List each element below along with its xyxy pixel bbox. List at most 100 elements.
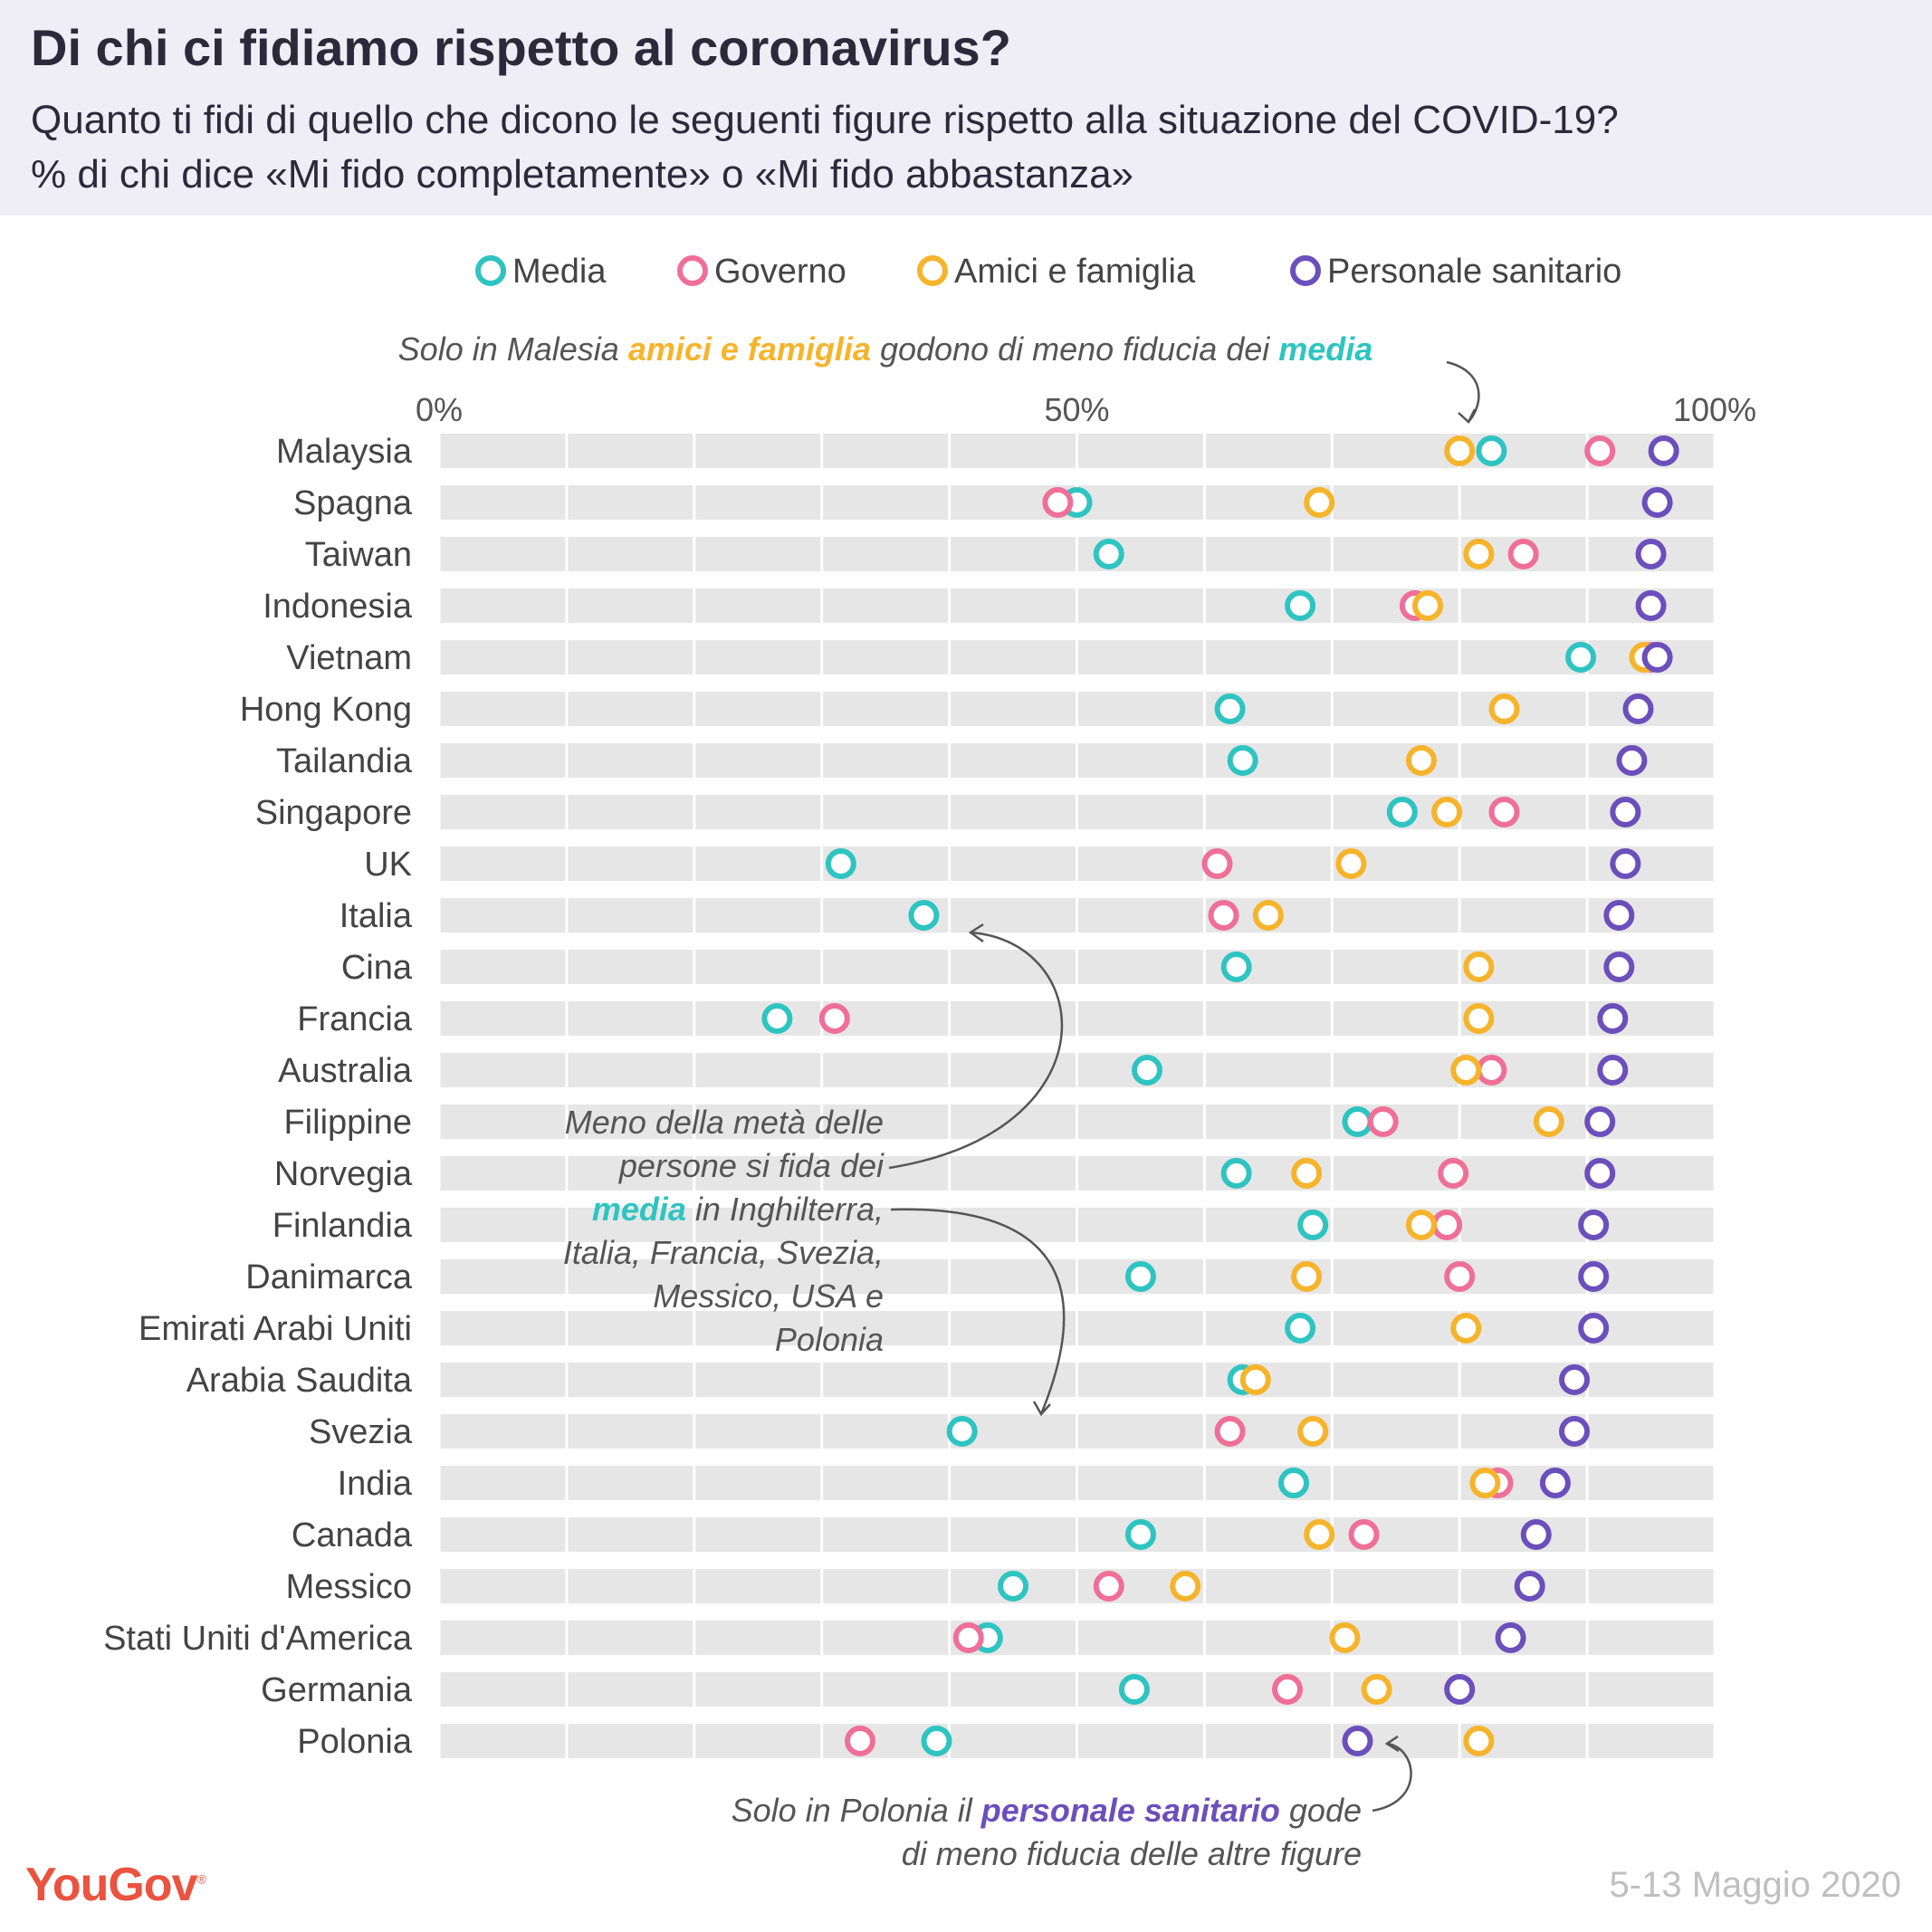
point-personale-sanitario-australia [1597, 1055, 1629, 1086]
point-governo-canada [1348, 1519, 1380, 1550]
arrow-italia [888, 931, 1064, 1170]
point-media-danimarca [1124, 1261, 1156, 1292]
annotation-polonia-line1: Solo in Polonia il personale sanitario g… [732, 1792, 1362, 1829]
point-amici-e-famiglia-germania [1361, 1674, 1392, 1705]
point-governo-polonia [844, 1726, 875, 1756]
point-amici-e-famiglia-malaysia [1444, 435, 1476, 466]
point-media-finlandia [1297, 1210, 1329, 1240]
data-points [761, 435, 1679, 1756]
point-media-polonia [921, 1726, 952, 1756]
arrow-polonia-head [1384, 1735, 1400, 1753]
legend-label-media: Media [512, 253, 607, 291]
country-label-arabia-saudita: Arabia Saudita [187, 1362, 413, 1400]
point-amici-e-famiglia-singapore [1431, 797, 1463, 827]
point-media-uk [825, 848, 856, 879]
point-governo-spagna [1042, 487, 1074, 518]
point-media-malaysia [1476, 435, 1507, 466]
point-personale-sanitario-finlandia [1578, 1210, 1610, 1240]
yougov-logo: YouGov® [25, 1859, 206, 1911]
country-label-norvegia: Norvegia [274, 1155, 413, 1193]
country-label-messico: Messico [286, 1568, 412, 1606]
point-amici-e-famiglia-tailandia [1405, 745, 1437, 776]
annotation-malaysia: Solo in Malesia amici e famiglia godono … [398, 330, 1373, 368]
country-label-hong-kong: Hong Kong [240, 691, 412, 729]
country-labels: Malaysia Spagna Taiwan Indonesia Vietnam Hong… [103, 433, 413, 1761]
country-label-australia: Australia [278, 1052, 413, 1090]
point-media-australia [1131, 1055, 1162, 1086]
point-media-hong-kong [1214, 693, 1246, 724]
country-label-danimarca: Danimarca [245, 1258, 413, 1296]
point-personale-sanitario-messico [1514, 1571, 1545, 1602]
annotation-media-line4: Italia, Francia, Svezia, [563, 1234, 884, 1271]
x-tick-label-0: 0% [416, 391, 463, 428]
country-label-spagna: Spagna [293, 484, 413, 522]
country-label-francia: Francia [297, 1000, 413, 1038]
point-governo-australia [1476, 1055, 1507, 1086]
arrow-svezia [890, 1208, 1066, 1415]
point-amici-e-famiglia-polonia [1463, 1726, 1495, 1756]
point-amici-e-famiglia-italia [1252, 900, 1284, 931]
country-label-stati-uniti-d-america: Stati Uniti d'America [103, 1620, 413, 1658]
annotation-media-line2: persone si fida dei [618, 1147, 885, 1184]
point-amici-e-famiglia-canada [1304, 1519, 1335, 1550]
country-label-cina: Cina [341, 949, 413, 987]
arrow-polonia [1372, 1742, 1412, 1812]
point-amici-e-famiglia-cina [1463, 952, 1495, 982]
point-media-indonesia [1285, 590, 1316, 621]
country-label-tailandia: Tailandia [276, 742, 413, 780]
point-governo-italia [1208, 900, 1239, 931]
arrow-malaysia [1446, 360, 1480, 423]
point-personale-sanitario-india [1539, 1468, 1571, 1498]
point-personale-sanitario-polonia [1342, 1726, 1373, 1756]
point-governo-singapore [1488, 797, 1520, 827]
point-amici-e-famiglia-hong-kong [1488, 693, 1520, 724]
point-personale-sanitario-svezia [1559, 1416, 1591, 1447]
country-label-singapore: Singapore [255, 794, 412, 832]
country-label-indonesia: Indonesia [263, 588, 413, 626]
legend-label-personale-sanitario: Personale sanitario [1327, 253, 1621, 291]
legend-label-amici-e-famiglia: Amici e famiglia [954, 253, 1196, 291]
header-band: Di chi ci fidiamo rispetto al coronaviru… [0, 0, 1932, 215]
point-governo-norvegia [1438, 1158, 1469, 1189]
point-media-canada [1124, 1519, 1156, 1550]
point-media-germania [1118, 1674, 1150, 1705]
arrow-svezia-head [1032, 1401, 1051, 1417]
chart-legend: Media Governo Amici e famiglia Personale sa… [475, 253, 1621, 291]
point-media-svezia [946, 1416, 978, 1447]
country-label-emirati-arabi-uniti: Emirati Arabi Uniti [139, 1310, 412, 1348]
point-amici-e-famiglia-svezia [1297, 1416, 1329, 1447]
point-personale-sanitario-norvegia [1584, 1158, 1616, 1189]
point-amici-e-famiglia-messico [1170, 1571, 1201, 1602]
point-amici-e-famiglia-spagna [1304, 487, 1335, 518]
point-personale-sanitario-spagna [1641, 487, 1673, 518]
country-label-malaysia: Malaysia [276, 433, 413, 471]
country-label-vietnam: Vietnam [286, 639, 412, 677]
point-governo-messico [1093, 1571, 1124, 1602]
point-media-francia [761, 1003, 793, 1034]
legend-marker-personale-sanitario [1290, 255, 1321, 286]
point-media-taiwan [1093, 539, 1124, 569]
point-personale-sanitario-francia [1597, 1003, 1629, 1034]
point-personale-sanitario-tailandia [1616, 745, 1648, 776]
annotation-media-line6: Polonia [775, 1321, 884, 1358]
point-amici-e-famiglia-india [1469, 1468, 1501, 1498]
country-label-italia: Italia [340, 897, 413, 935]
country-label-filippine: Filippine [283, 1104, 412, 1142]
grid-area [437, 434, 1717, 1758]
country-label-polonia: Polonia [297, 1723, 413, 1761]
country-label-svezia: Svezia [309, 1413, 413, 1451]
point-amici-e-famiglia-finlandia [1405, 1210, 1437, 1240]
point-personale-sanitario-italia [1603, 900, 1635, 931]
x-tick-label-2: 100% [1673, 391, 1756, 428]
point-governo-svezia [1214, 1416, 1246, 1447]
point-governo-taiwan [1507, 539, 1539, 569]
annotation-polonia-line2: di meno fiducia delle altre figure [902, 1835, 1362, 1872]
point-amici-e-famiglia-emirati-arabi-uniti [1450, 1313, 1482, 1344]
point-amici-e-famiglia-francia [1463, 1003, 1495, 1034]
point-media-italia [908, 900, 940, 931]
point-amici-e-famiglia-australia [1450, 1055, 1482, 1086]
point-personale-sanitario-hong-kong [1622, 693, 1654, 724]
x-axis-ticks: 0% 50% 100% [416, 391, 1756, 428]
country-label-india: India [338, 1465, 413, 1503]
